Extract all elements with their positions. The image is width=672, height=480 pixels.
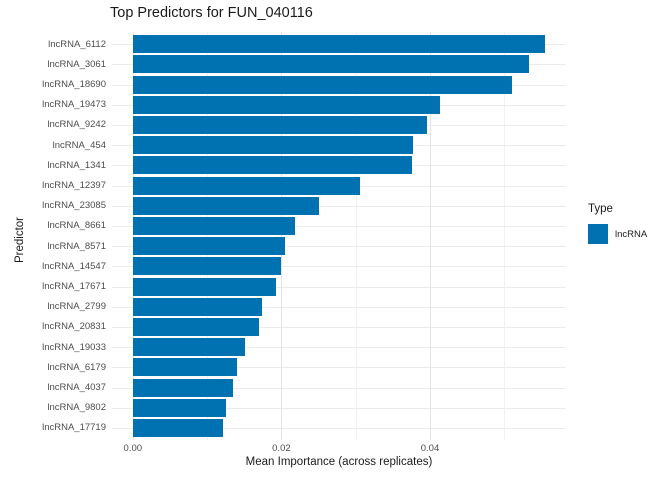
minor-gridline bbox=[355, 32, 357, 440]
row-gridline bbox=[112, 225, 566, 227]
plot-panel bbox=[112, 32, 566, 440]
y-axis-label: lncRNA_17671 bbox=[42, 281, 106, 292]
y-axis-label: lncRNA_19473 bbox=[42, 99, 106, 111]
bar bbox=[132, 338, 245, 357]
y-axis-label: lncRNA_1341 bbox=[47, 159, 106, 171]
y-axis-label: lncRNA_23085 bbox=[42, 200, 106, 212]
bar bbox=[132, 237, 286, 256]
bar bbox=[132, 95, 440, 114]
bar bbox=[132, 418, 224, 437]
bar bbox=[132, 115, 427, 134]
y-axis-label: lncRNA_17719 bbox=[42, 422, 106, 434]
major-gridline bbox=[132, 32, 134, 440]
row-gridline bbox=[112, 266, 566, 268]
row-gridline bbox=[112, 387, 566, 389]
row-gridline bbox=[112, 407, 566, 409]
y-axis-label: lncRNA_8661 bbox=[47, 220, 106, 232]
y-axis-label: lncRNA_2799 bbox=[47, 301, 106, 313]
bar bbox=[132, 136, 413, 155]
y-axis-label: lncRNA_454 bbox=[52, 139, 106, 151]
x-axis-title: Mean Importance (across replicates) bbox=[245, 456, 433, 468]
bar bbox=[132, 257, 282, 276]
row-gridline bbox=[112, 205, 566, 207]
y-axis-label: lncRNA_4037 bbox=[47, 382, 106, 393]
legend: Type lncRNA bbox=[588, 203, 647, 244]
y-axis-label: lncRNA_12397 bbox=[42, 180, 106, 191]
minor-gridline bbox=[504, 32, 506, 440]
y-axis-label: lncRNA_8571 bbox=[47, 240, 106, 252]
row-gridline bbox=[112, 246, 566, 248]
row-gridline bbox=[112, 306, 566, 308]
y-axis-label: lncRNA_14547 bbox=[42, 260, 106, 272]
row-gridline bbox=[112, 347, 566, 349]
y-axis-label: lncRNA_9242 bbox=[47, 119, 106, 131]
legend-swatch bbox=[588, 224, 608, 244]
bar bbox=[132, 216, 295, 235]
legend-title: Type bbox=[588, 203, 613, 215]
bar bbox=[132, 196, 319, 215]
bar bbox=[132, 55, 529, 74]
x-axis-tick-label: 0.04 bbox=[420, 443, 440, 454]
bar bbox=[132, 317, 260, 336]
y-axis-label: lncRNA_6179 bbox=[47, 361, 106, 373]
major-gridline bbox=[281, 32, 283, 440]
row-gridline bbox=[112, 286, 566, 288]
bar bbox=[132, 176, 361, 195]
y-axis-label: lncRNA_3061 bbox=[47, 58, 106, 70]
row-gridline bbox=[112, 367, 566, 369]
bar bbox=[132, 297, 263, 316]
bar bbox=[132, 75, 512, 94]
major-gridline bbox=[430, 32, 431, 440]
bar bbox=[132, 156, 413, 175]
bar bbox=[132, 378, 234, 397]
legend-item-label: lncRNA bbox=[615, 228, 648, 240]
y-axis-label: lncRNA_18690 bbox=[42, 79, 106, 90]
x-axis-tick-label: 0.02 bbox=[272, 443, 291, 454]
y-axis-label: lncRNA_6112 bbox=[48, 38, 106, 50]
row-gridline bbox=[112, 427, 566, 429]
y-axis-label: lncRNA_20831 bbox=[42, 321, 106, 333]
x-axis-tick-label: 0.00 bbox=[123, 443, 143, 454]
row-gridline bbox=[112, 326, 566, 328]
bar bbox=[132, 277, 277, 296]
y-axis-label: lncRNA_19033 bbox=[42, 341, 106, 353]
bar bbox=[132, 35, 546, 54]
bar bbox=[132, 358, 237, 377]
minor-gridline bbox=[207, 32, 209, 440]
bar bbox=[132, 398, 226, 417]
chart-title: Top Predictors for FUN_040116 bbox=[110, 5, 313, 21]
legend-item: lncRNA bbox=[588, 224, 647, 244]
y-axis-label: lncRNA_9802 bbox=[47, 402, 106, 414]
